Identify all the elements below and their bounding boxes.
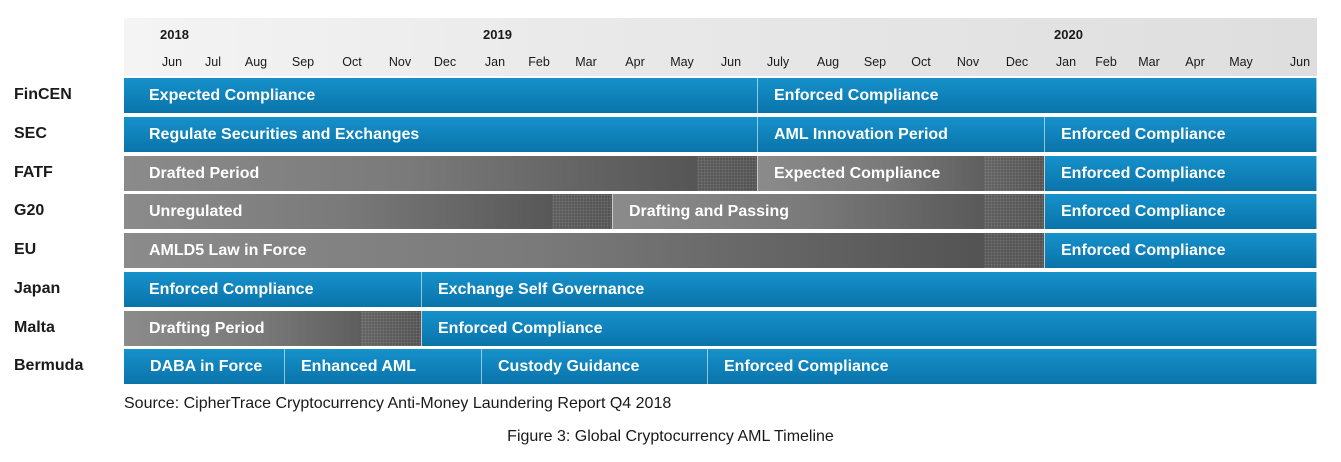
month-label: Jun <box>720 55 742 69</box>
year-label-2020: 2020 <box>1054 27 1083 42</box>
bar-fincen-expected-compliance: Expected Compliance <box>124 78 758 113</box>
month-label: Feb <box>1095 55 1117 69</box>
bar-fatf-expected-compliance: Expected Compliance <box>758 156 1045 191</box>
month-label: May <box>670 55 694 69</box>
month-label: Sep <box>863 55 887 69</box>
bar-bermuda-enforced-compliance: Enforced Compliance <box>708 349 1317 384</box>
year-label-2018: 2018 <box>160 27 189 42</box>
month-label: Aug <box>244 55 268 69</box>
bar-g20-drafting-and-passing: Drafting and Passing <box>613 194 1045 229</box>
bar-bermuda-enhanced-aml: Enhanced AML <box>285 349 482 384</box>
month-label: Jun <box>161 55 183 69</box>
bar-sec-enforced-compliance: Enforced Compliance <box>1045 117 1317 152</box>
month-label: July <box>766 55 790 69</box>
month-label: Jul <box>205 55 221 69</box>
month-label: Jan <box>484 55 506 69</box>
bar-g20-enforced-compliance: Enforced Compliance <box>1045 194 1317 229</box>
bar-bermuda-custody-guidance: Custody Guidance <box>482 349 708 384</box>
bar-fatf-drafted-period: Drafted Period <box>124 156 758 191</box>
bar-fincen-enforced-compliance: Enforced Compliance <box>758 78 1317 113</box>
row-label-fatf: FATF <box>14 164 53 181</box>
row-label-japan: Japan <box>14 280 61 297</box>
month-label: Feb <box>528 55 550 69</box>
bar-sec-aml-innovation: AML Innovation Period <box>758 117 1045 152</box>
row-label-g20: G20 <box>14 202 45 219</box>
month-label: Nov <box>956 55 980 69</box>
source-note: Source: CipherTrace Cryptocurrency Anti-… <box>124 395 672 412</box>
bar-bermuda-daba-in-force: DABA in Force <box>124 349 285 384</box>
month-label: Jan <box>1055 55 1077 69</box>
month-label: Apr <box>625 55 645 69</box>
month-label: Oct <box>911 55 931 69</box>
month-label: Nov <box>388 55 412 69</box>
month-label: Apr <box>1185 55 1205 69</box>
month-label: Aug <box>816 55 840 69</box>
figure-caption: Figure 3: Global Cryptocurrency AML Time… <box>507 428 834 445</box>
bar-fatf-enforced-compliance: Enforced Compliance <box>1045 156 1317 191</box>
bar-japan-exchange-self-governance: Exchange Self Governance <box>422 272 1317 307</box>
bar-japan-enforced-compliance: Enforced Compliance <box>124 272 422 307</box>
row-label-eu: EU <box>14 241 37 258</box>
bar-eu-enforced-compliance: Enforced Compliance <box>1045 233 1317 268</box>
row-label-bermuda: Bermuda <box>14 357 84 374</box>
bar-eu-amld5: AMLD5 Law in Force <box>124 233 1045 268</box>
month-label: Sep <box>291 55 315 69</box>
month-label: Dec <box>1005 55 1029 69</box>
bar-g20-unregulated: Unregulated <box>124 194 613 229</box>
bar-sec-regulate-securities: Regulate Securities and Exchanges <box>124 117 758 152</box>
row-label-sec: SEC <box>14 125 47 142</box>
year-label-2019: 2019 <box>483 27 512 42</box>
row-label-malta: Malta <box>14 319 55 336</box>
month-label: Mar <box>1138 55 1160 69</box>
month-label: May <box>1229 55 1253 69</box>
month-label: Jun <box>1289 55 1311 69</box>
month-label: Mar <box>575 55 597 69</box>
month-label: Oct <box>342 55 362 69</box>
bar-malta-enforced-compliance: Enforced Compliance <box>422 311 1317 346</box>
timeline-header: 2018 2019 2020 Jun Jul Aug Sep Oct Nov D… <box>124 18 1317 76</box>
month-label: Dec <box>433 55 457 69</box>
row-label-fincen: FinCEN <box>14 86 72 103</box>
bar-malta-drafting-period: Drafting Period <box>124 311 422 346</box>
